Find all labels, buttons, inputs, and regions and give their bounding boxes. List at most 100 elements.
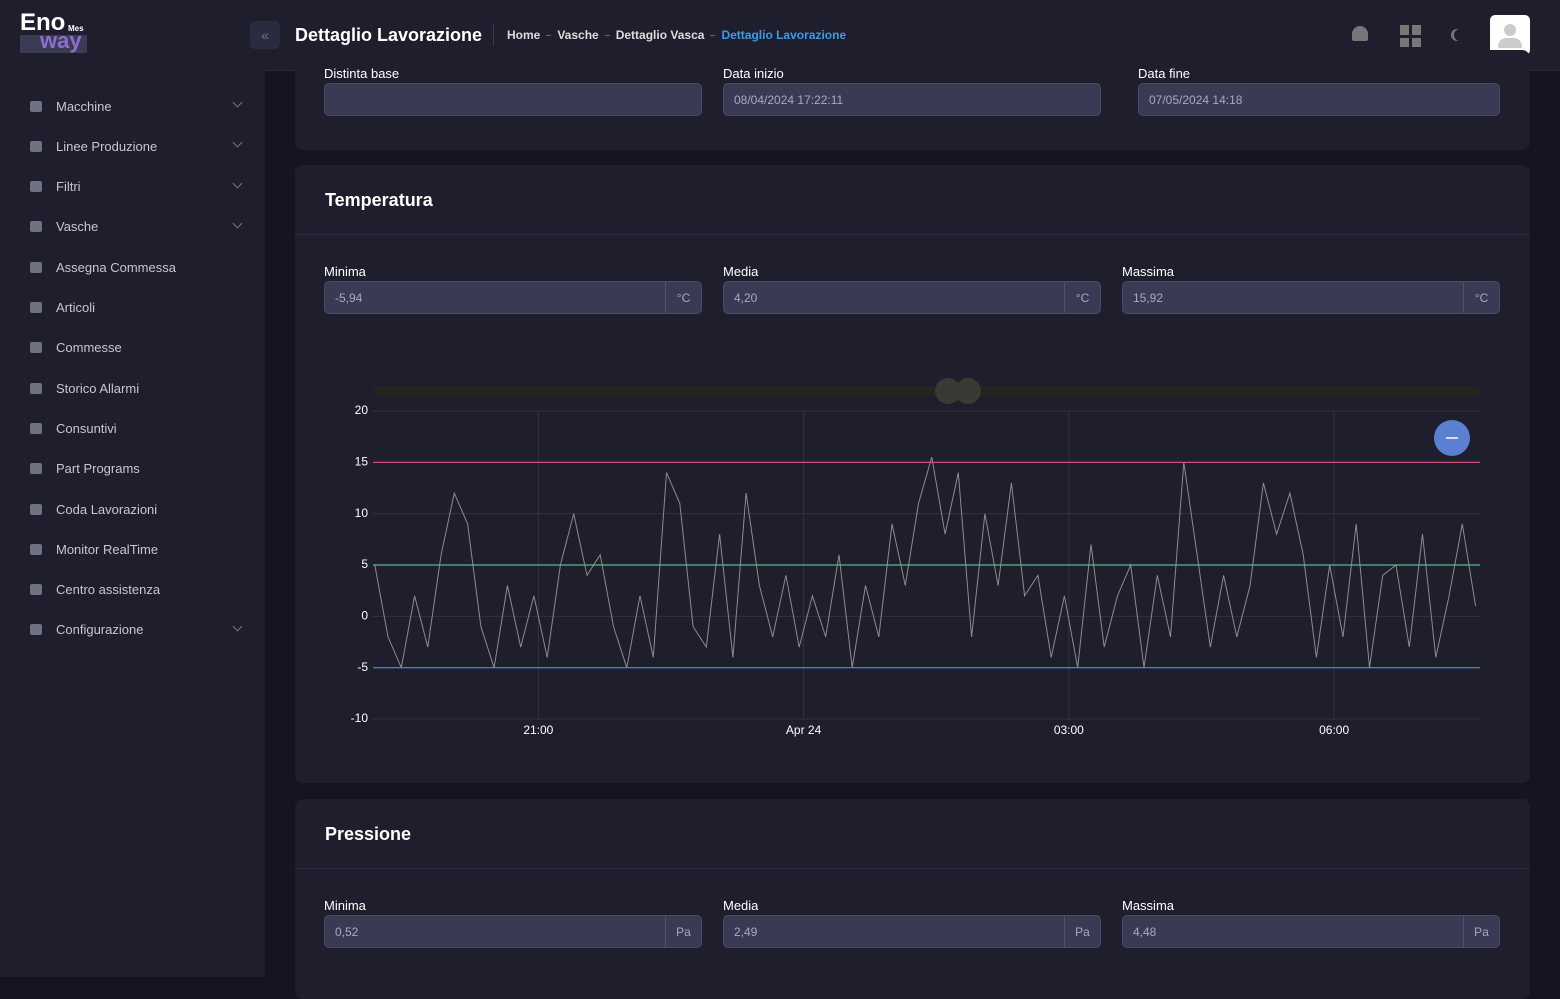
input-value: 15,92 [1133,290,1164,305]
y-tick-label: -10 [351,711,369,725]
nav-item[interactable]: Filtri [30,175,245,199]
input-field: 15,92 °C [1122,281,1500,314]
input-value: 4,20 [734,290,758,305]
y-tick-label: 15 [355,455,369,469]
y-tick-label: 10 [355,506,369,520]
apps-cell [1400,37,1409,47]
nav-icon [30,261,42,273]
pressure-card: Pressione Minima 0,52 Pa Media 2,49 Pa Massima… [295,799,1530,999]
nav-icon [30,463,42,475]
apps-cell [1412,25,1421,35]
nav-icon [30,302,42,313]
range-handle[interactable] [935,378,961,404]
input-unit: Pa [665,916,701,947]
logo-small: Mes [68,24,84,33]
nav-label: Macchine [56,98,112,114]
nav-item[interactable]: Coda Lavorazioni [30,497,245,521]
nav-item[interactable]: Monitor RealTime [30,537,245,561]
nav-item[interactable]: Commesse [30,336,245,360]
submenu-chevron [232,218,243,229]
divider [295,234,1530,235]
nav-item[interactable]: Storico Allarmi [30,376,245,400]
nav-label: Monitor RealTime [56,541,159,557]
nav-item[interactable]: Consuntivi [30,416,245,440]
input-field: -5,94 °C [324,281,702,314]
x-tick-label: Apr 24 [786,723,822,737]
x-tick-label: 21:00 [523,723,553,737]
range-track [373,386,1480,396]
nav-label: Coda Lavorazioni [56,501,158,517]
nav-label: Consuntivi [56,420,117,436]
input-field: 2,49 Pa [723,915,1101,948]
logo-sub: way [40,28,82,53]
submenu-chevron [232,97,243,108]
card-title: Pressione [325,824,412,844]
temperature-card: Temperatura Minima -5,94 °C Media 4,20 °C Mass… [295,165,1530,783]
nav-icon [30,624,42,636]
nav-icon [30,584,42,596]
input-value: 4,48 [1133,924,1157,939]
input-unit: Pa [1064,916,1100,947]
avatar-head [1504,24,1516,36]
apps-cell [1400,25,1409,35]
breadcrumb-item[interactable]: Home [507,28,541,42]
field-label: Massima [1122,898,1175,913]
field-label: Data fine [1138,66,1191,81]
divider [295,868,1530,869]
nav-item[interactable]: Linee Produzione [30,134,245,158]
input-field: 4,48 Pa [1122,915,1500,948]
field-label: Minima [324,898,366,913]
breadcrumb-separator [710,35,716,36]
breadcrumb-item[interactable]: Vasche [557,28,599,42]
nav-label: Part Programs [56,461,140,477]
input-field: 08/04/2024 17:22:11 [723,83,1101,116]
nav-icon [30,342,42,354]
y-tick-label: 5 [361,557,368,571]
submenu-chevron [232,178,243,189]
breadcrumb-separator [546,35,552,36]
nav-label: Vasche [56,219,99,235]
y-tick-label: -5 [357,660,368,674]
card-title: Temperatura [325,190,433,210]
input-value: 07/05/2024 14:18 [1149,92,1243,107]
input-field: 0,52 Pa [324,915,702,948]
input-unit: °C [1463,282,1499,313]
nav-icon [30,140,42,152]
nav-item[interactable]: Part Programs [30,457,245,481]
data-line [374,457,1477,670]
field-label: Minima [324,264,366,279]
nav-label: Filtri [56,179,81,195]
field-label: Data inizio [723,66,784,81]
nav-icon [30,382,42,394]
nav-label: Storico Allarmi [56,380,140,396]
nav-item[interactable]: Articoli [30,296,245,320]
logo-bar [20,35,87,53]
x-tick-label: 06:00 [1319,723,1349,737]
nav-item[interactable]: Vasche [30,215,245,239]
apps-icon[interactable] [1400,25,1422,47]
nav-item[interactable]: Centro assistenza [30,578,245,602]
avatar[interactable] [1490,15,1530,55]
page-title: Dettaglio Lavorazione [295,25,483,45]
field-label: Massima [1122,264,1175,279]
input-unit: Pa [1463,916,1499,947]
theme-icon[interactable] [1454,29,1466,41]
submenu-chevron [232,621,243,632]
collapse-button[interactable]: « [250,21,280,49]
field-label: Media [723,898,759,913]
nav-item[interactable]: Macchine [30,94,245,118]
breadcrumb: Home Vasche Dettaglio Vasca Dettaglio Lavor… [507,28,846,42]
nav-label: Linee Produzione [56,138,158,154]
nav-item[interactable]: Configurazione [30,618,245,642]
input-value: -5,94 [335,290,363,305]
breadcrumb-item[interactable]: Dettaglio Vasca [615,28,705,42]
nav-icon [30,422,42,434]
nav-label: Centro assistenza [56,582,161,598]
temperature-chart: 20 15 10 5 0 -5 -10 21:00 Apr 24 03:00 06:00 [351,378,1480,737]
nav-item[interactable]: Assegna Commessa [30,255,245,279]
bell-icon[interactable] [1352,26,1368,41]
title-divider [493,24,494,46]
logo-main: Eno [20,9,66,36]
range-handle[interactable] [955,378,981,404]
